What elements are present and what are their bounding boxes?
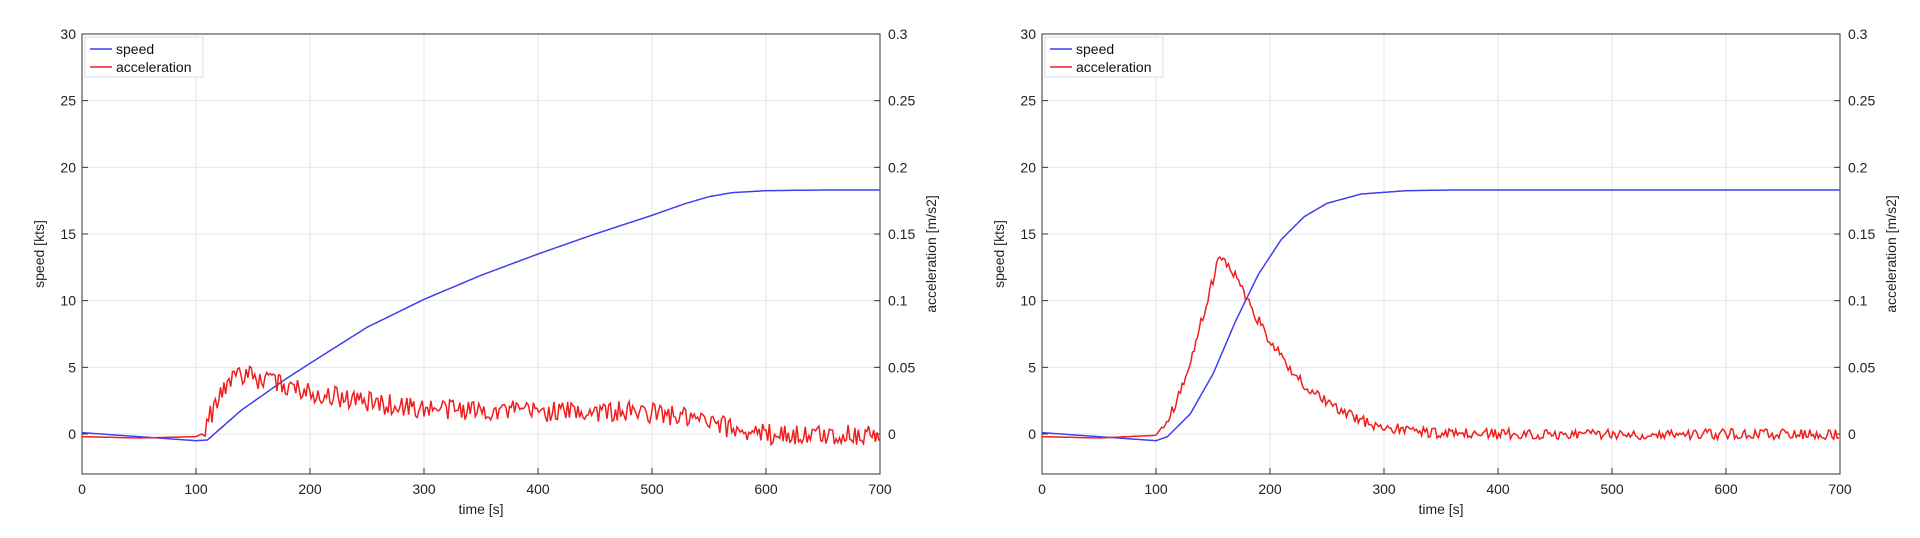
legend: speed acceleration	[84, 36, 204, 78]
chart-left: 0 100 200 300 400 500 600 70005101520253000.050…	[31, 26, 939, 517]
y-left-tick-label: 10	[60, 293, 76, 309]
y-left-tick-label: 20	[1020, 159, 1036, 175]
y-right-tick-label: 0.05	[1848, 359, 1875, 375]
y-right-tick-label: 0	[1848, 426, 1856, 442]
x-tick-label: 700	[868, 481, 892, 497]
y-left-tick-label: 25	[1020, 93, 1036, 109]
x-tick-label: 400	[526, 481, 550, 497]
y-left-tick-label: 25	[60, 93, 76, 109]
chart-panel-right: 0 100 200 300 400 500 600 700 0 5 10 15 20 25 30 0 0.05 0…	[960, 0, 1920, 538]
x-tick-label: 600	[754, 481, 778, 497]
y-right-tick-label: 0.1	[1848, 293, 1868, 309]
chart-panel-left: 0 100 200 300 400 500 600 700 0 5 10 15 20 25 30 0 0.05 0…	[31, 26, 939, 517]
x-tick-label: 300	[412, 481, 436, 497]
y-right-tick-label: 0.25	[888, 93, 915, 109]
x-tick-label: 600	[1714, 481, 1738, 497]
y-right-tick-label: 0.15	[888, 226, 915, 242]
y-right-tick-label: 0.05	[888, 359, 915, 375]
series-line-acceleration	[1042, 255, 1839, 442]
y-left-tick-label: 0	[68, 426, 76, 442]
x-tick-label: 500	[1600, 481, 1624, 497]
y-left-tick-label: 30	[1020, 26, 1036, 42]
y-right-axis-title: acceleration [m/s2]	[923, 195, 939, 313]
y-left-tick-label: 5	[68, 359, 76, 375]
x-axis-title: time [s]	[1418, 501, 1463, 517]
y-left-axis-title: speed [kts]	[991, 220, 1007, 288]
x-tick-label: 500	[640, 481, 664, 497]
grid	[81, 33, 881, 474]
x-tick-label: 0	[78, 481, 86, 497]
y-left-tick-label: 0	[1028, 426, 1036, 442]
grid	[1041, 33, 1841, 474]
y-right-tick-label: 0.2	[1848, 159, 1868, 175]
legend-label-acceleration: acceleration	[1076, 59, 1152, 75]
x-tick-label: 100	[1144, 481, 1168, 497]
legend-label-speed: speed	[1076, 41, 1114, 57]
x-axis-title: time [s]	[458, 501, 503, 517]
legend-label-speed: speed	[116, 41, 154, 57]
plot-frame	[81, 33, 881, 475]
y-right-tick-label: 0.25	[1848, 93, 1875, 109]
y-left-tick-label: 15	[60, 226, 76, 242]
y-right-tick-label: 0	[888, 426, 896, 442]
x-tick-label: 100	[184, 481, 208, 497]
y-left-tick-label: 30	[60, 26, 76, 42]
y-right-tick-label: 0.1	[888, 293, 908, 309]
y-left-tick-label: 5	[1028, 359, 1036, 375]
x-tick-label: 400	[1486, 481, 1510, 497]
y-left-tick-label: 15	[1020, 226, 1036, 242]
legend-box	[1044, 36, 1164, 78]
x-tick-label: 300	[1372, 481, 1396, 497]
y-right-tick-label: 0.3	[1848, 26, 1868, 42]
plot-frame	[1041, 33, 1841, 475]
chart-right: 0 100 200 300 400 500 600 70005101520253000.050…	[991, 26, 1899, 517]
legend: speed acceleration	[1044, 36, 1164, 78]
y-left-tick-label: 10	[1020, 293, 1036, 309]
y-right-axis-title: acceleration [m/s2]	[1883, 195, 1899, 313]
y-right-tick-label: 0.3	[888, 26, 908, 42]
series-line-speed	[82, 189, 880, 442]
x-tick-label: 200	[298, 481, 322, 497]
series-line-acceleration	[82, 365, 880, 447]
series-line-speed	[1042, 189, 1840, 442]
y-left-tick-label: 20	[60, 159, 76, 175]
y-right-tick-label: 0.2	[888, 159, 908, 175]
x-tick-label: 200	[1258, 481, 1282, 497]
legend-box	[84, 36, 204, 78]
legend-label-acceleration: acceleration	[116, 59, 192, 75]
y-left-axis-title: speed [kts]	[31, 220, 47, 288]
x-tick-label: 0	[1038, 481, 1046, 497]
x-tick-label: 700	[1828, 481, 1852, 497]
y-right-tick-label: 0.15	[1848, 226, 1875, 242]
